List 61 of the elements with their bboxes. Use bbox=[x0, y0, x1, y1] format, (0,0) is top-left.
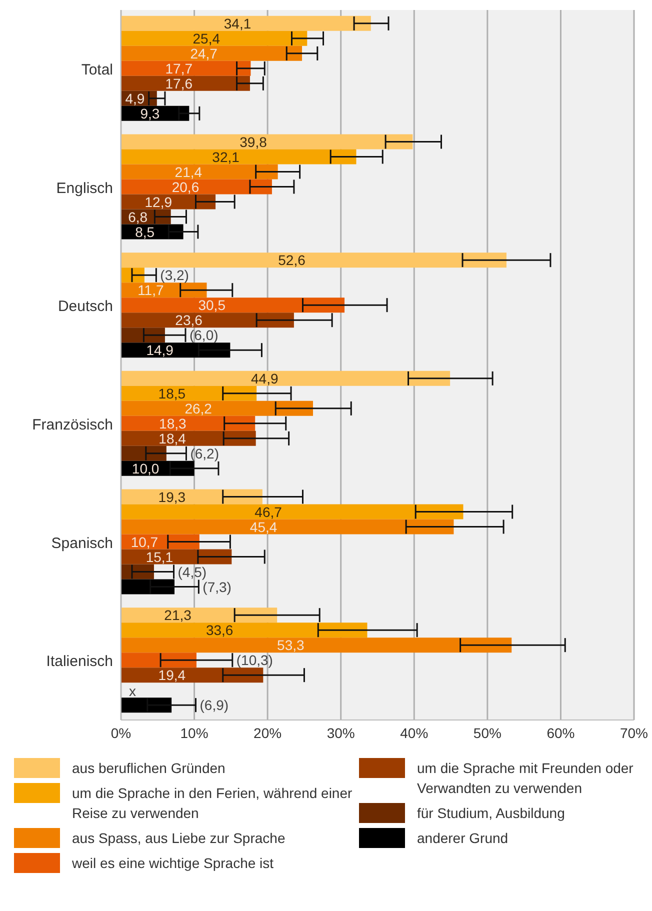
data-label: 10,7 bbox=[130, 534, 158, 550]
legend-label: aus Spass, aus Liebe zur Sprache bbox=[72, 829, 286, 848]
x-tick-label: 30% bbox=[326, 724, 355, 741]
text: x bbox=[129, 682, 136, 699]
x-tick-label: 70% bbox=[620, 724, 648, 741]
y-tick-label: Englisch bbox=[56, 180, 113, 197]
data-label: 9,3 bbox=[140, 105, 160, 122]
data-label: 21,3 bbox=[164, 607, 192, 624]
data-label: (7,3) bbox=[202, 578, 232, 595]
data-label: 46,7 bbox=[254, 504, 282, 520]
data-label: 11,7 bbox=[138, 282, 164, 298]
data-label: 10,0 bbox=[132, 460, 160, 476]
x-tick-label: 10% bbox=[180, 724, 208, 741]
data-label: 23,6 bbox=[175, 312, 203, 328]
data-label: (3,2) bbox=[160, 267, 189, 284]
data-label: (6,9) bbox=[200, 697, 229, 714]
data-label: (6,2) bbox=[190, 445, 220, 462]
legend-label: aus beruflichen Gründen bbox=[72, 759, 226, 778]
data-label: 17,6 bbox=[165, 75, 193, 92]
data-label: 53,3 bbox=[277, 637, 304, 654]
data-label: 45,4 bbox=[250, 518, 278, 535]
y-tick-label: Französisch bbox=[32, 416, 113, 434]
data-label: 34,1 bbox=[224, 15, 252, 32]
data-label: 44,9 bbox=[251, 370, 278, 386]
x-tick-label: 50% bbox=[473, 724, 502, 741]
data-label: 25,4 bbox=[192, 30, 220, 46]
data-label: 33,6 bbox=[206, 622, 234, 638]
data-label: 14,9 bbox=[146, 342, 174, 358]
y-tick-label: Italienisch bbox=[46, 653, 113, 670]
data-label: 30,5 bbox=[198, 297, 226, 314]
x-tick-label: 40% bbox=[400, 724, 428, 741]
data-label: 52,6 bbox=[278, 252, 306, 268]
data-label: 18,5 bbox=[158, 385, 186, 402]
x-tick-label: 20% bbox=[254, 724, 282, 741]
data-label: 8,5 bbox=[135, 224, 155, 240]
data-label: (4,5) bbox=[178, 564, 207, 580]
data-label: 20,6 bbox=[172, 178, 200, 195]
data-label: 15,1 bbox=[146, 548, 174, 565]
y-tick-label: Deutsch bbox=[58, 298, 113, 316]
data-label: 18,4 bbox=[158, 430, 186, 446]
data-label: 4,9 bbox=[125, 90, 145, 106]
data-label: 21,4 bbox=[174, 164, 202, 180]
data-label: 12,9 bbox=[144, 194, 172, 210]
legend-label: für Studium, Ausbildung bbox=[417, 804, 565, 823]
data-label: 18,3 bbox=[159, 415, 187, 432]
data-label: (6,0) bbox=[189, 327, 218, 344]
data-label: 39,8 bbox=[240, 134, 268, 150]
y-tick-label: Total bbox=[81, 61, 113, 78]
data-label: 19,3 bbox=[158, 488, 186, 505]
data-label: 24,7 bbox=[190, 45, 218, 62]
y-tick-label: Spanisch bbox=[51, 534, 113, 552]
data-label: 32,1 bbox=[212, 148, 240, 165]
data-label: 17,7 bbox=[165, 60, 193, 76]
data-label: (10,3) bbox=[236, 652, 273, 668]
data-label: 19,4 bbox=[158, 667, 186, 684]
x-tick-label: 0% bbox=[110, 724, 132, 741]
legend-label: anderer Grund bbox=[417, 829, 508, 848]
x-tick-label: 60% bbox=[546, 724, 575, 741]
data-label: 6,8 bbox=[128, 208, 148, 225]
legend-label: weil es eine wichtige Sprache ist bbox=[72, 854, 274, 873]
data-label: 26,2 bbox=[184, 400, 212, 416]
